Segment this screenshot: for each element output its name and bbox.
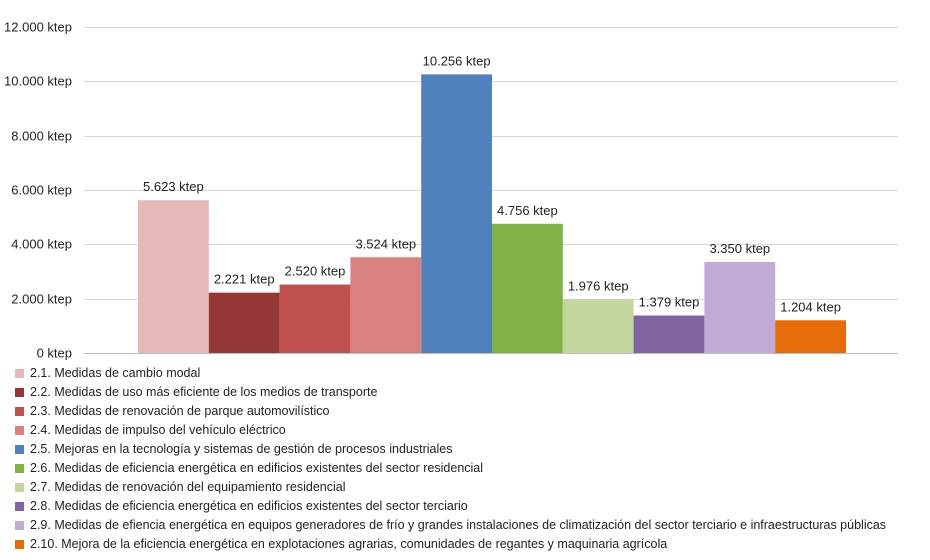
data-labels: 5.623 ktep 2.221 ktep 2.520 ktep 3.524 ktep… <box>143 53 841 314</box>
legend-item: 2.5. Mejoras en la tecnología y sistemas… <box>15 440 886 459</box>
legend-item: 2.8. Medidas de eficiencia energética en… <box>15 497 886 516</box>
y-tick-label: 10.000 ktep <box>4 74 72 89</box>
legend-swatch <box>15 502 24 511</box>
legend-label: 2.7. Medidas de renovación del equipamie… <box>30 480 346 494</box>
legend-label: 2.9. Medidas de efiencia energética en e… <box>30 518 887 532</box>
legend-swatch <box>15 426 24 435</box>
y-tick-label: 8.000 ktep <box>11 129 72 144</box>
legend-swatch <box>15 483 24 492</box>
data-label: 2.520 ktep <box>285 264 346 279</box>
legend-item: 2.1. Medidas de cambio modal <box>15 364 886 383</box>
bar-2.8 <box>633 315 705 353</box>
data-label: 4.756 ktep <box>497 203 558 218</box>
legend-swatch <box>15 445 24 454</box>
bar-chart: 0 ktep 2.000 ktep 4.000 ktep 6.000 ktep 8.00… <box>4 20 898 361</box>
data-label: 2.221 ktep <box>214 272 275 287</box>
y-tick-label: 2.000 ktep <box>11 292 72 307</box>
bar-2.9 <box>704 261 776 353</box>
legend-item: 2.10. Mejora de la eficiencia energética… <box>15 535 886 554</box>
legend-swatch <box>15 540 24 549</box>
bar-2.10 <box>775 320 846 353</box>
bar-2.7 <box>562 299 634 353</box>
bars <box>138 74 846 354</box>
legend-item: 2.9. Medidas de efiencia energética en e… <box>15 516 886 535</box>
legend-label: 2.5. Mejoras en la tecnología y sistemas… <box>30 442 453 456</box>
legend-label: 2.1. Medidas de cambio modal <box>30 366 201 380</box>
legend-swatch <box>15 388 24 397</box>
legend-swatch <box>15 369 24 378</box>
legend-label: 2.10. Mejora de la eficiencia energética… <box>30 537 668 551</box>
data-label: 1.204 ktep <box>780 299 841 314</box>
legend-label: 2.3. Medidas de renovación de parque aut… <box>30 404 330 418</box>
data-label: 5.623 ktep <box>143 179 204 194</box>
legend-item: 2.4. Medidas de impulso del vehículo elé… <box>15 421 886 440</box>
data-label: 3.350 ktep <box>709 241 770 256</box>
y-tick-label: 12.000 ktep <box>4 20 72 35</box>
legend-label: 2.8. Medidas de eficiencia energética en… <box>30 499 468 513</box>
bar-2.4 <box>350 257 422 353</box>
data-label: 1.976 ktep <box>568 278 629 293</box>
data-label: 1.379 ktep <box>639 295 700 310</box>
y-tick-label: 6.000 ktep <box>11 183 72 198</box>
legend-item: 2.7. Medidas de renovación del equipamie… <box>15 478 886 497</box>
bar-2.1 <box>138 200 209 353</box>
bar-2.6 <box>492 223 563 353</box>
legend-label: 2.4. Medidas de impulso del vehículo elé… <box>30 423 286 437</box>
legend-swatch <box>15 464 24 473</box>
y-tick-label: 0 ktep <box>37 346 72 361</box>
chart-legend: 2.1. Medidas de cambio modal 2.2. Medidas… <box>15 364 886 554</box>
legend-item: 2.2. Medidas de uso más eficiente de los… <box>15 383 886 402</box>
bar-2.5 <box>421 74 492 354</box>
legend-swatch <box>15 521 24 530</box>
data-label: 3.524 ktep <box>355 236 416 251</box>
legend-item: 2.3. Medidas de renovación de parque aut… <box>15 402 886 421</box>
legend-item: 2.6. Medidas de eficiencia energética en… <box>15 459 886 478</box>
legend-swatch <box>15 407 24 416</box>
legend-label: 2.2. Medidas de uso más eficiente de los… <box>30 385 378 399</box>
y-tick-label: 4.000 ktep <box>11 237 72 252</box>
data-label: 10.256 ktep <box>423 53 491 68</box>
y-axis-ticks: 0 ktep 2.000 ktep 4.000 ktep 6.000 ktep 8.00… <box>4 20 72 361</box>
bar-2.3 <box>279 284 351 353</box>
legend-label: 2.6. Medidas de eficiencia energética en… <box>30 461 484 475</box>
bar-2.2 <box>208 292 280 353</box>
